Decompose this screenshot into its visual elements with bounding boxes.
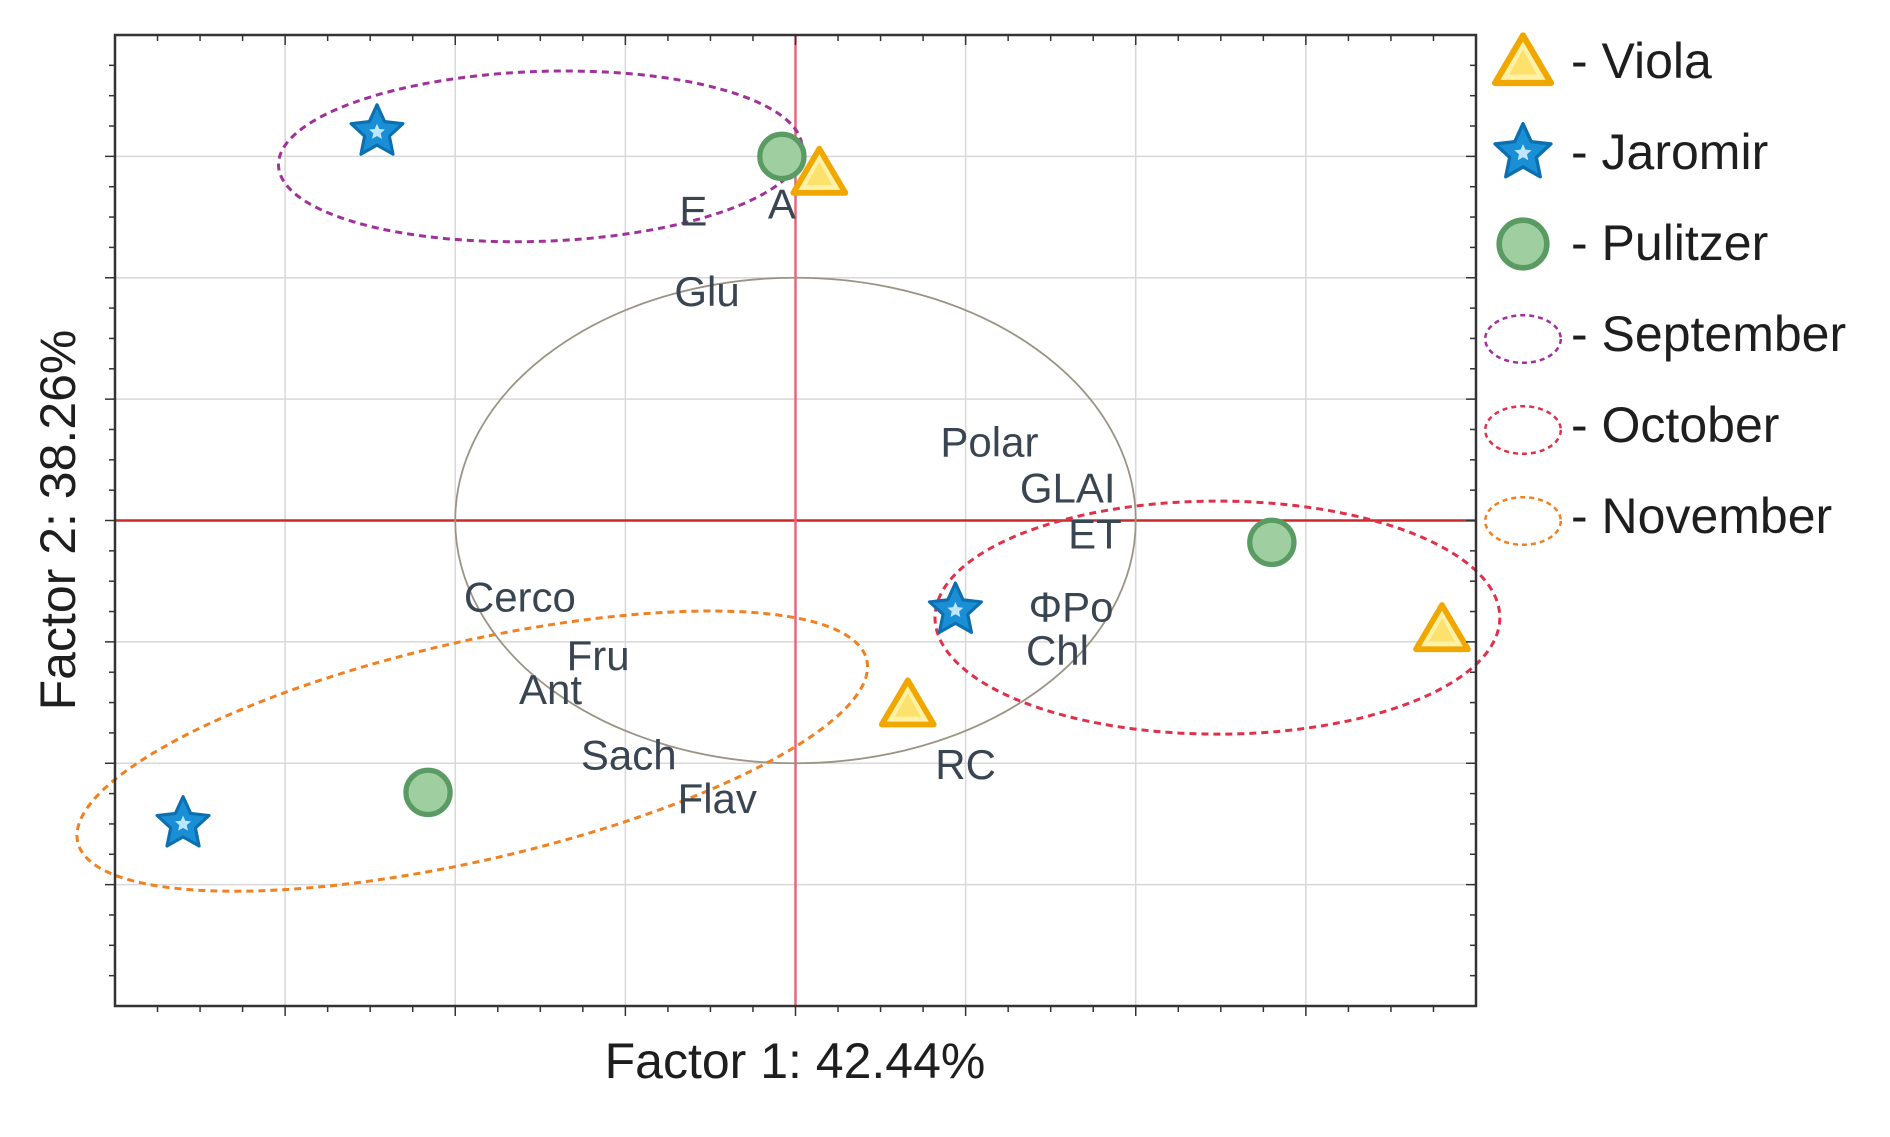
- unit-circle: [454, 276, 1137, 765]
- variable-label-fru: Fru: [567, 632, 630, 679]
- variable-label-polar: Polar: [940, 418, 1038, 465]
- point-viola-2: [878, 677, 937, 728]
- x-axis-title: Factor 1: 42.44%: [605, 1033, 986, 1089]
- legend-item-1: - Viola: [1491, 32, 1712, 89]
- legend-item-3: - Pulitzer: [1496, 215, 1768, 271]
- legend-label-2: - Jaromir: [1571, 124, 1768, 180]
- variable-label-glai: GLAI: [1020, 464, 1116, 511]
- variable-label-ant: Ant: [519, 666, 582, 713]
- variable-label-a: A: [768, 180, 796, 227]
- legend-marker-4: [1483, 313, 1563, 365]
- legend-label-4: - September: [1571, 306, 1846, 362]
- y-axis-title: Factor 2: 38.26%: [30, 330, 86, 711]
- point-jaromir-2-inner: [947, 602, 964, 618]
- variable-label-glu: Glu: [674, 268, 739, 315]
- variable-label-rc: RC: [935, 741, 996, 788]
- variable-label-flav: Flav: [678, 775, 757, 822]
- legend-label-5: - October: [1571, 397, 1779, 453]
- axis-ticks: [105, 35, 1476, 1016]
- legend-marker-3: [1496, 217, 1550, 271]
- point-viola-1-inner: [806, 161, 833, 186]
- point-jaromir-1-inner: [369, 123, 385, 139]
- variable-label-sach: Sach: [581, 731, 677, 778]
- point-viola-3-inner: [1428, 618, 1455, 642]
- variable-label-et: ET: [1068, 511, 1122, 558]
- variable-label-chl: Chl: [1026, 627, 1089, 674]
- legend-marker-5: [1483, 404, 1563, 456]
- variable-label-e: E: [679, 188, 707, 235]
- point-viola-1: [790, 145, 849, 196]
- legend: - Viola - Jaromir - Pulitzer - September - O…: [1483, 32, 1846, 547]
- variable-label-po: ΦPo: [1029, 583, 1114, 630]
- legend-item-5: - October: [1483, 397, 1779, 456]
- group-ellipse-november: [75, 609, 870, 893]
- legend-marker-1-inner: [1509, 49, 1537, 75]
- point-viola-2-inner: [894, 693, 921, 717]
- group-ellipse-october: [933, 499, 1502, 736]
- legend-marker-2-inner: [1514, 144, 1532, 161]
- legend-label-6: - November: [1571, 488, 1832, 544]
- point-pulitzer-2: [1247, 517, 1297, 568]
- legend-label-1: - Viola: [1571, 33, 1712, 89]
- variable-label-cerco: Cerco: [464, 574, 576, 621]
- legend-item-2: - Jaromir: [1493, 121, 1768, 180]
- zero-axes: [115, 35, 1476, 1006]
- point-pulitzer-1: [757, 131, 807, 182]
- legend-marker-6: [1483, 495, 1563, 547]
- data-points: [155, 103, 1471, 848]
- correlation-circle: [454, 276, 1137, 765]
- point-jaromir-3-inner: [175, 815, 191, 831]
- legend-item-4: - September: [1483, 306, 1846, 365]
- legend-item-6: - November: [1483, 488, 1832, 547]
- legend-marker-1: [1491, 32, 1555, 87]
- legend-label-3: - Pulitzer: [1571, 215, 1768, 271]
- point-pulitzer-3: [403, 767, 453, 818]
- point-viola-3: [1413, 602, 1471, 653]
